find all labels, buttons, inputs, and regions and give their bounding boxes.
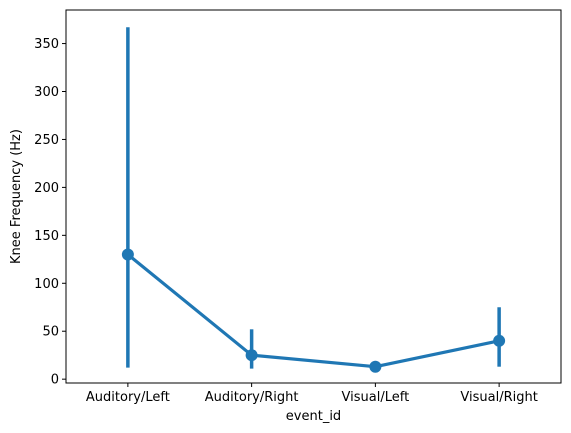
data-point <box>245 349 258 362</box>
x-tick-label: Visual/Right <box>460 390 537 405</box>
x-tick-label: Auditory/Left <box>86 390 170 405</box>
x-axis: Auditory/Left Auditory/Right Visual/Left Vi… <box>86 383 538 405</box>
y-tick-label: 100 <box>34 277 59 292</box>
y-tick-label: 150 <box>34 229 59 244</box>
data-point <box>369 360 382 373</box>
data-point <box>121 248 134 261</box>
y-tick-label: 0 <box>51 373 59 388</box>
x-tick-label: Visual/Left <box>342 390 410 405</box>
y-tick-label: 350 <box>34 37 59 52</box>
x-axis-label: event_id <box>286 409 341 424</box>
y-axis-label: Knee Frequency (Hz) <box>9 129 24 264</box>
data-point <box>493 334 506 347</box>
series-layer <box>121 248 506 373</box>
y-axis: 0 50 100 150 200 250 300 350 <box>34 37 66 388</box>
series-line <box>126 252 501 369</box>
plot-background <box>66 10 561 383</box>
y-tick-label: 300 <box>34 85 59 100</box>
plot-frame <box>65 9 562 384</box>
y-tick-label: 250 <box>34 133 59 148</box>
y-tick-label: 50 <box>42 325 59 340</box>
y-tick-label: 200 <box>34 181 59 196</box>
x-tick-label: Auditory/Right <box>205 390 299 405</box>
